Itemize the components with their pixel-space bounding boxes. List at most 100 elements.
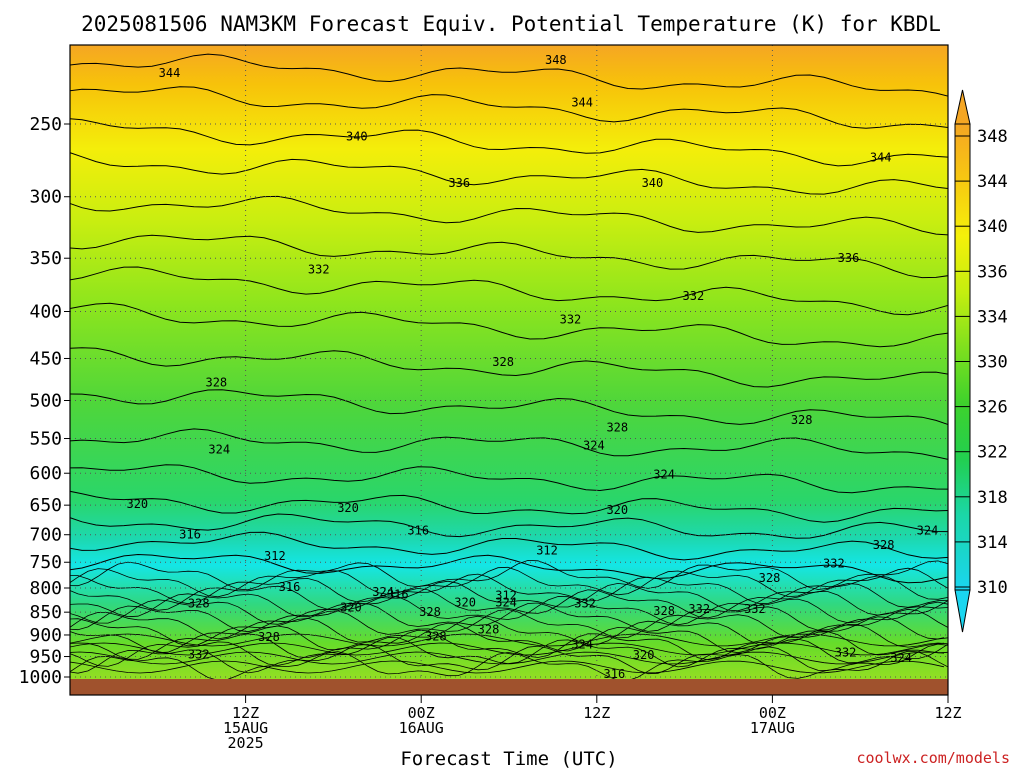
contour-label: 316: [407, 524, 429, 538]
contour-label: 340: [346, 130, 368, 144]
x-tick-label: 12Z: [934, 704, 961, 722]
colorbar-body: [954, 123, 971, 591]
y-tick-label: 750: [29, 552, 62, 573]
y-axis: 2503003504004505005506006507007508008509…: [19, 114, 70, 688]
contour-line: [70, 622, 948, 654]
contour-line: [70, 595, 948, 626]
y-tick-label: 900: [29, 625, 62, 646]
contour-label: 328: [478, 623, 500, 637]
contour-label: 336: [448, 176, 470, 190]
x-tick-label: 12Z: [583, 704, 610, 722]
y-tick-label: 300: [29, 187, 62, 208]
contour-label: 312: [264, 549, 286, 563]
contour-line: [70, 86, 948, 129]
colorbar-label: 318: [977, 488, 1008, 508]
contour-label: 316: [279, 580, 301, 594]
colorbar-label: 344: [977, 172, 1008, 192]
contour-line: [70, 643, 948, 675]
grid-lines: [70, 45, 948, 695]
x-tick-label: 00Z: [408, 704, 435, 722]
x-tick-label: 15AUG: [223, 719, 268, 737]
contour-line: [70, 615, 948, 647]
y-tick-label: 600: [29, 463, 62, 484]
contour-line: [70, 152, 948, 195]
contour-line: [70, 302, 948, 348]
x-tick-label: 2025: [228, 734, 264, 752]
colorbar-label: 334: [977, 307, 1008, 327]
chart-title: 2025081506 NAM3KM Forecast Equiv. Potent…: [81, 12, 941, 36]
contour-label: 320: [126, 497, 148, 511]
contour-line: [70, 580, 948, 612]
contour-label: 328: [425, 629, 447, 643]
y-tick-label: 650: [29, 495, 62, 516]
theta-e-field: [70, 45, 948, 695]
contour-line: [70, 601, 948, 633]
contour-line: [70, 266, 948, 316]
contour-label: 336: [838, 251, 860, 265]
contour-label: 320: [633, 648, 655, 662]
x-tick-label: 16AUG: [399, 719, 444, 737]
contour-label: 324: [583, 439, 605, 453]
contour-label: 316: [604, 667, 626, 681]
contour-label: 324: [571, 638, 593, 652]
y-tick-label: 950: [29, 647, 62, 668]
colorbar-label: 348: [977, 127, 1008, 147]
contour-label: 312: [536, 543, 558, 557]
x-tick-label: 12Z: [232, 704, 259, 722]
contour-label: 316: [179, 528, 201, 542]
contour-line: [70, 587, 948, 619]
y-tick-label: 350: [29, 248, 62, 269]
contour-label: 324: [653, 468, 675, 482]
contour-label: 320: [340, 600, 362, 614]
contour-label: 324: [208, 442, 230, 456]
terrain-strip: [70, 679, 948, 695]
contour-label: 328: [258, 630, 280, 644]
contour-label: 328: [606, 420, 628, 434]
contour-line: [70, 513, 948, 539]
contour-label: 340: [642, 176, 664, 190]
contour-line: [70, 642, 945, 656]
contour-label: 328: [759, 571, 781, 585]
contour-label: 344: [571, 96, 593, 110]
colorbar-label: 310: [977, 578, 1008, 598]
y-tick-label: 700: [29, 525, 62, 546]
x-axis-title: Forecast Time (UTC): [400, 748, 617, 768]
contour-label: 344: [159, 66, 181, 80]
contour-label: 324: [372, 585, 394, 599]
colorbar-label: 340: [977, 217, 1008, 237]
contour-line: [70, 573, 948, 605]
contour-label: 312: [495, 588, 517, 602]
contour-label: 320: [606, 503, 628, 517]
y-tick-label: 250: [29, 114, 62, 135]
contour-line: [70, 428, 948, 460]
contour-label: 328: [419, 605, 441, 619]
x-tick-label: 17AUG: [750, 719, 795, 737]
contour-label: 320: [454, 596, 476, 610]
colorbar-label: 322: [977, 443, 1008, 463]
contour-label: 332: [823, 556, 845, 570]
contour-label: 328: [188, 597, 210, 611]
contour-label: 332: [688, 602, 710, 616]
contour-label: 332: [574, 597, 596, 611]
contour-label: 320: [337, 501, 359, 515]
contour-line: [70, 651, 945, 665]
y-tick-label: 400: [29, 301, 62, 322]
contour-label: 344: [870, 151, 892, 165]
contour-label: 348: [545, 53, 567, 67]
y-tick-label: 800: [29, 578, 62, 599]
contour-line: [70, 633, 945, 647]
contour-label: 328: [791, 413, 813, 427]
colorbar-label: 326: [977, 398, 1008, 418]
contour-label: 336: [952, 649, 974, 663]
contour-label: 332: [188, 647, 210, 661]
contour-label: 328: [492, 355, 514, 369]
contour-label: 332: [560, 312, 582, 326]
colorbar: 348 344 340 336 334 330 326 322 318 314 310: [954, 89, 1008, 633]
plot-frame: [69, 44, 949, 696]
colorbar-label: 336: [977, 262, 1008, 282]
contour-line: [70, 531, 948, 561]
contour-line: [70, 660, 945, 674]
contour-line: [70, 53, 948, 97]
